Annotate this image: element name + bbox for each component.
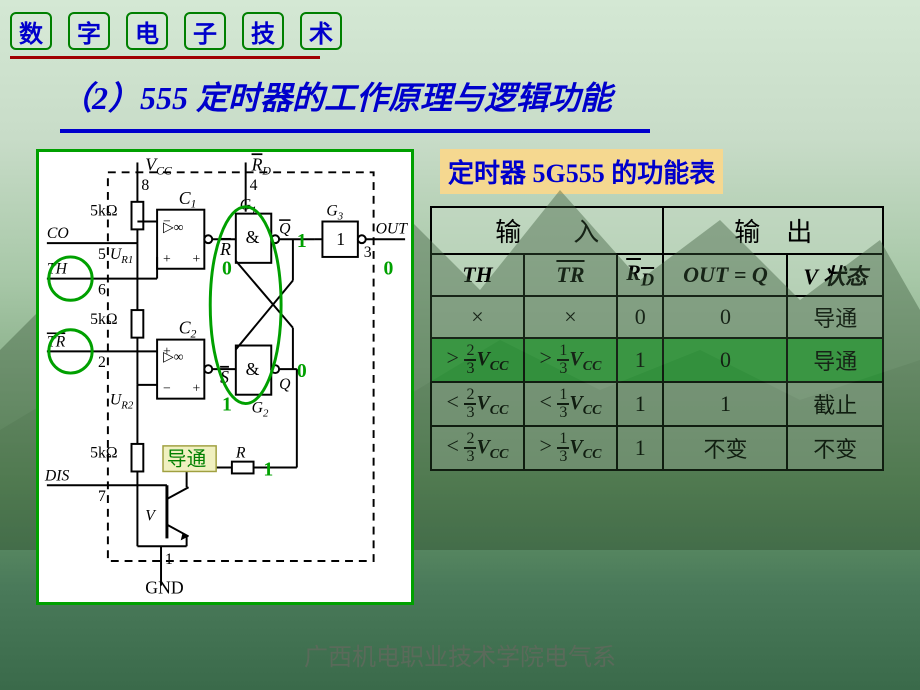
svg-text:0: 0 <box>222 258 232 280</box>
svg-text:UR1: UR1 <box>110 246 133 266</box>
svg-text:5: 5 <box>98 246 106 263</box>
svg-text:1: 1 <box>263 458 273 480</box>
svg-text:1: 1 <box>222 393 232 415</box>
tab-4: 技 <box>242 12 284 50</box>
svg-text:导通: 导通 <box>167 449 207 471</box>
svg-text:6: 6 <box>98 281 106 298</box>
svg-text:&: & <box>246 359 260 379</box>
svg-text:VCC: VCC <box>145 154 172 177</box>
header-tabs: 数 字 电 子 技 术 <box>0 0 920 56</box>
svg-text:1: 1 <box>165 551 173 568</box>
svg-text:GND: GND <box>145 578 184 598</box>
svg-text:4: 4 <box>250 177 258 194</box>
svg-text:5kΩ: 5kΩ <box>90 445 117 462</box>
svg-text:G3: G3 <box>326 203 343 223</box>
svg-text:−: − <box>163 213 171 228</box>
svg-text:C2: C2 <box>179 318 197 341</box>
svg-text:8: 8 <box>141 177 149 194</box>
col-out: OUT = Q <box>663 254 787 296</box>
section-title: （2）555 定时器的工作原理与逻辑功能 <box>60 73 612 119</box>
tab-3: 子 <box>184 12 226 50</box>
col-tr: TR <box>524 254 617 296</box>
svg-text:1: 1 <box>297 230 307 252</box>
svg-text:+: + <box>163 251 171 266</box>
svg-text:OUT: OUT <box>376 220 409 237</box>
svg-text:−: − <box>163 381 171 396</box>
svg-text:RD: RD <box>251 154 272 177</box>
svg-text:Q: Q <box>279 376 291 393</box>
svg-text:5kΩ: 5kΩ <box>90 203 117 220</box>
tab-2: 电 <box>126 12 168 50</box>
svg-text:+: + <box>193 381 201 396</box>
hdr-output: 输 出 <box>663 207 883 254</box>
table-row: < 23VCC < 13VCC 1 1 截止 <box>431 382 883 426</box>
tab-5: 术 <box>300 12 342 50</box>
svg-text:3: 3 <box>364 244 372 261</box>
svg-text:Q: Q <box>279 220 291 237</box>
table-row: × × 0 0 导通 <box>431 296 883 338</box>
tab-1: 字 <box>68 12 110 50</box>
svg-text:&: & <box>246 227 260 247</box>
table-row: > 23VCC > 13VCC 1 0 导通 <box>431 338 883 382</box>
svg-text:1: 1 <box>336 229 345 249</box>
col-rd: RD <box>617 254 663 296</box>
col-th: TH <box>431 254 524 296</box>
svg-text:CO: CO <box>47 225 69 242</box>
svg-text:C1: C1 <box>179 188 197 211</box>
tab-0: 数 <box>10 12 52 50</box>
svg-text:7: 7 <box>98 488 106 505</box>
svg-text:UR2: UR2 <box>110 392 134 412</box>
footer: 广西机电职业技术学院电气系 <box>0 637 920 672</box>
svg-text:R: R <box>235 445 246 462</box>
svg-text:5kΩ: 5kΩ <box>90 311 117 328</box>
svg-text:0: 0 <box>297 360 307 382</box>
hdr-input: 输 入 <box>431 207 663 254</box>
table-subtitle: 定时器 5G555 的功能表 <box>440 149 723 194</box>
title-underline <box>60 129 650 133</box>
function-table: 输 入 输 出 TH TR RD OUT = Q V 状态 × × 0 0 导通… <box>430 206 884 471</box>
svg-text:0: 0 <box>383 258 393 280</box>
circuit-diagram: VCC 8 RD 4 5kΩ CO 5 UR1 C1 ▷∞ − + + <box>36 149 414 605</box>
svg-text:+: + <box>193 251 201 266</box>
section-title-row: （2）555 定时器的工作原理与逻辑功能 <box>0 67 920 125</box>
svg-text:DIS: DIS <box>44 467 70 484</box>
svg-text:R: R <box>219 239 231 259</box>
header-underline <box>10 56 320 59</box>
table-row: < 23VCC > 13VCC 1 不变 不变 <box>431 426 883 470</box>
col-v: V 状态 <box>787 254 883 296</box>
svg-text:V: V <box>145 508 157 525</box>
svg-text:2: 2 <box>98 354 106 371</box>
svg-text:+: + <box>163 343 171 358</box>
